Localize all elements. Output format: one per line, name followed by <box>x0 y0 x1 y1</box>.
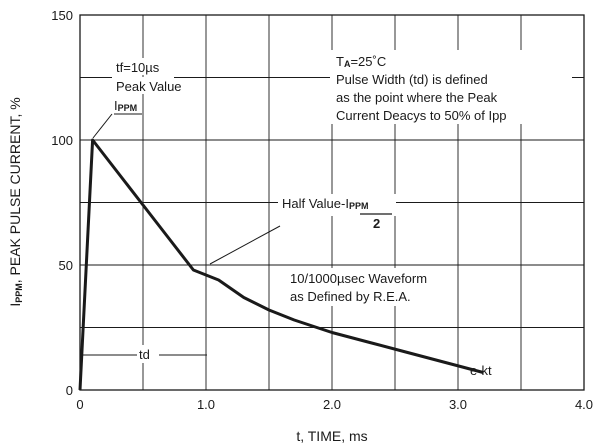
annotation-ta-rest: =25˚C <box>350 54 386 69</box>
y-axis-title: IPPM, PEAK PULSE CURRENT, % <box>7 97 24 306</box>
y-tick-label: 100 <box>51 133 73 148</box>
half-value-leader <box>209 225 281 265</box>
annotation-waveform-line1: 10/1000µsec Waveform <box>290 271 427 286</box>
annotation-ippm: IPPM <box>114 98 137 113</box>
annotation-ta-prefix: T <box>336 54 344 69</box>
annotation-waveform-line2: as Defined by R.E.A. <box>290 289 411 304</box>
annotation-ippm-prefix: I <box>114 98 118 113</box>
x-axis-title: t, TIME, ms <box>296 428 367 444</box>
y-axis-title-rest: , PEAK PULSE CURRENT, % <box>7 97 23 283</box>
x-tick-label: 2.0 <box>323 397 341 412</box>
annotation-half-value-denominator: 2 <box>373 216 380 231</box>
annotation-ta: TA=25˚C <box>336 54 386 69</box>
annotation-ippm-subscript: PPM <box>118 103 138 113</box>
plot-frame <box>79 14 585 391</box>
series-group <box>78 138 484 391</box>
annotation-pw-line2: as the point where the Peak <box>336 90 498 105</box>
pulse-waveform-line <box>78 138 484 391</box>
tick-labels: 0 1.0 2.0 3.0 4.0 0 50 100 150 <box>51 8 593 412</box>
x-tick-label: 0 <box>76 397 83 412</box>
y-axis-title-prefix: I <box>7 303 23 307</box>
x-tick-label: 4.0 <box>575 397 593 412</box>
x-tick-label: 1.0 <box>197 397 215 412</box>
annotation-ta-subscript: A <box>344 59 351 69</box>
annotation-half-value-prefix: Half Value-I <box>282 196 349 211</box>
y-tick-label: 0 <box>66 383 73 398</box>
annotation-tf: tf=10µs <box>116 60 160 75</box>
annotation-peak-value: Peak Value <box>116 79 182 94</box>
annotation-backings <box>112 50 572 378</box>
annotation-ekt: e-kt <box>470 363 492 378</box>
annotation-pw-line1: Pulse Width (td) is defined <box>336 72 488 87</box>
x-tick-label: 3.0 <box>449 397 467 412</box>
y-tick-label: 150 <box>51 8 73 23</box>
annotation-half-value-subscript: PPM <box>349 201 369 211</box>
peak-leader <box>92 113 113 139</box>
annotation-pw-line3: Current Deacys to 50% of Ipp <box>336 108 507 123</box>
annotation-td: td <box>139 347 150 362</box>
y-axis-title-subscript: PPM <box>14 283 24 303</box>
annotation-half-value: Half Value-IPPM <box>282 196 368 211</box>
y-tick-label: 50 <box>59 258 73 273</box>
